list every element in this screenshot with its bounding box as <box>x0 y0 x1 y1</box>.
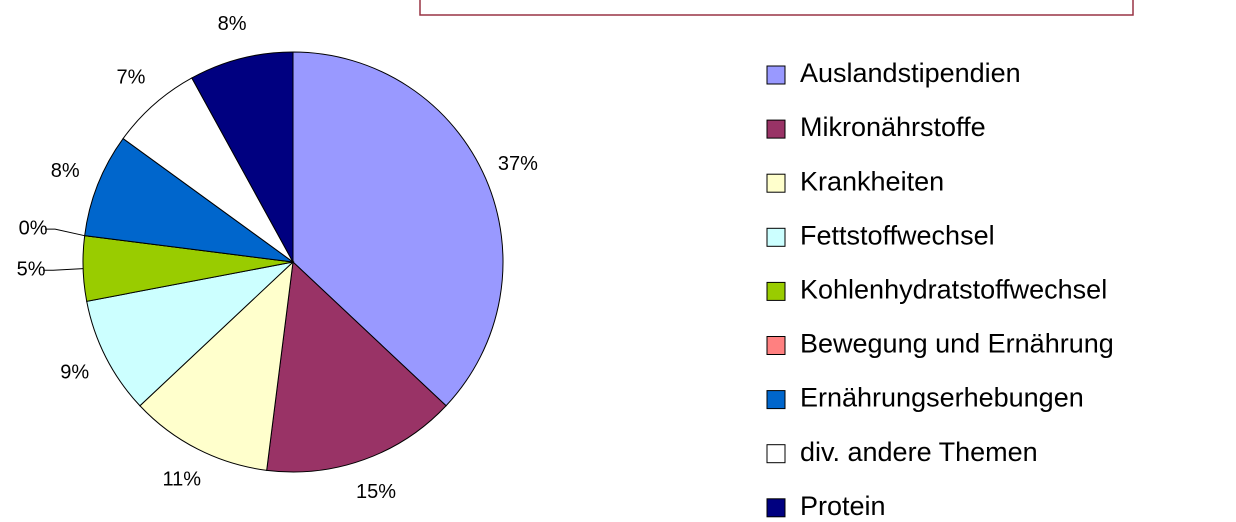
data-label: 37% <box>498 153 538 175</box>
leader-line <box>43 268 84 271</box>
data-label: 8% <box>218 13 247 35</box>
pie-slice <box>86 261 295 407</box>
frame-box <box>419 0 1134 16</box>
data-label: 15% <box>356 481 396 503</box>
legend-label: div. andere Themen <box>800 437 1038 467</box>
legend-label: Bewegung und Ernährung <box>800 329 1114 359</box>
pie-slice <box>191 51 294 263</box>
legend-label: Krankheiten <box>800 166 944 196</box>
legend-swatch <box>766 281 786 301</box>
legend-label: Auslandstipendien <box>800 58 1021 88</box>
pie-slice <box>266 260 447 473</box>
legend-label: Mikronährstoffe <box>800 112 986 142</box>
pie-slice <box>139 260 294 471</box>
legend-label: Ernährungserhebungen <box>800 383 1084 413</box>
data-label: 0% <box>19 217 48 239</box>
legend-swatch <box>766 227 786 247</box>
data-label: 9% <box>60 362 89 384</box>
legend-label: Kohlenhydratstoffwechsel <box>800 275 1107 305</box>
pie-slice <box>84 137 294 263</box>
pie-slice <box>292 51 504 407</box>
legend-swatch <box>766 173 786 193</box>
data-label: 11% <box>162 469 201 491</box>
legend-swatch <box>766 444 786 464</box>
data-label: 8% <box>51 160 80 182</box>
data-label: 7% <box>117 67 146 89</box>
legend-swatch <box>766 65 786 85</box>
legend-swatch <box>766 390 786 410</box>
data-label: 5% <box>17 259 46 281</box>
legend-label: Protein <box>800 491 886 521</box>
legend-swatch <box>766 498 786 518</box>
legend-swatch <box>766 336 786 355</box>
leader-line <box>45 228 85 237</box>
legend-label: Fettstoffwechsel <box>800 220 995 250</box>
legend-swatch <box>766 119 786 139</box>
